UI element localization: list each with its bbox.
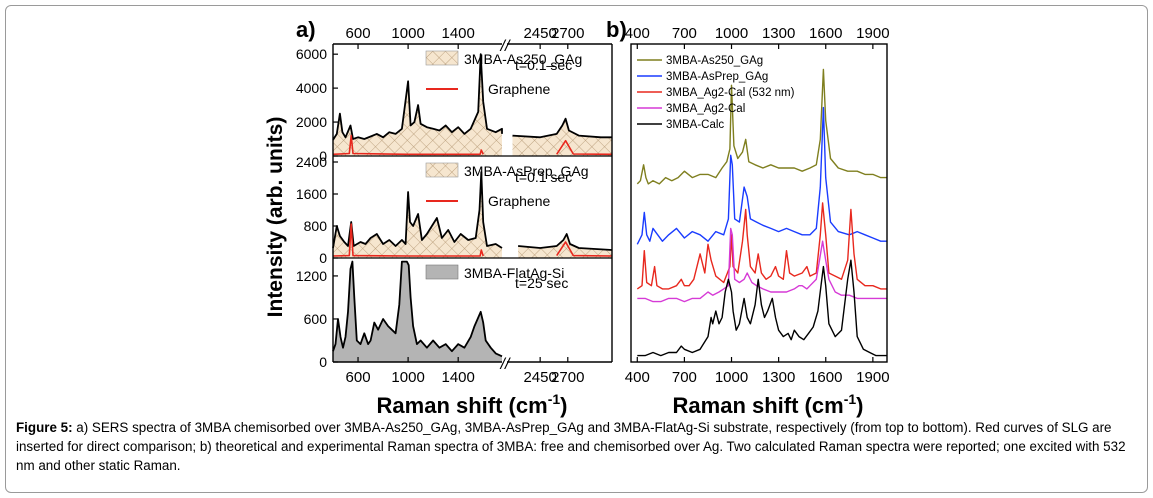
legend-label: Graphene	[488, 81, 550, 97]
y-tick-label: 0	[319, 250, 327, 266]
series-line-middle-1	[332, 223, 484, 257]
series-line-b-4	[637, 259, 887, 357]
x-tick-label: 1000	[391, 369, 424, 386]
caption-text: a) SERS spectra of 3MBA chemisorbed over…	[16, 420, 1126, 473]
subpanel-top: 0 2000 4000 6000 3MBA-As250_GAg Graphene t=0.1…	[296, 46, 613, 164]
subpanel-middle: 0 800 1600 2400 3MBA-AsPrep_GAg Graphene t=0.1…	[296, 154, 613, 266]
subpanel-annotation: t=25 sec	[515, 275, 568, 291]
series-line-top-1	[332, 134, 484, 156]
legend-swatch-hatched	[425, 50, 459, 66]
legend-label-b: 3MBA-As250_GAg	[666, 55, 763, 67]
series-fill-bottom-0	[333, 261, 502, 362]
series-line-b-1	[636, 106, 887, 245]
y-tick-label: 1200	[296, 268, 327, 284]
legend-label-b: 3MBA-Calc	[666, 119, 724, 131]
panel-b-frame	[630, 43, 888, 363]
x-tick-label-top: 600	[346, 25, 371, 42]
y-tick-label: 1600	[296, 186, 327, 202]
y-tick-label: 4000	[296, 80, 327, 96]
legend-label-b: 3MBA_Ag2-Cal (532 nm)	[666, 87, 795, 99]
x-tick-label-top: 700	[672, 25, 697, 42]
x-tick-label: 1000	[715, 369, 748, 386]
panel-a-y-axis-label: Intensity (arb. units)	[264, 117, 287, 318]
figure-5-chart: a) Intensity (arb. units) Raman shift (c…	[264, 17, 890, 418]
legend-swatch-gray	[425, 264, 459, 280]
legend-label: 3MBA-As250_GAg	[464, 51, 582, 67]
legend-label-b: 3MBA_Ag2-Cal	[666, 103, 745, 115]
x-tick-label-top: 1000	[391, 25, 424, 42]
series-fill-top-0	[333, 54, 502, 157]
series-line-bottom-0	[332, 260, 503, 358]
legend-label: 3MBA-FlatAg-Si	[464, 265, 564, 281]
panel-b-x-axis-label: Raman shift (cm-1)	[673, 391, 864, 418]
subpanel-annotation: t=0.1 sec	[515, 169, 572, 185]
axis-break-bottom: //	[500, 356, 511, 373]
x-tick-label-top: 1900	[856, 25, 889, 42]
x-tick-label-top: 2450	[523, 25, 556, 42]
legend-label: 3MBA-AsPrep_GAg	[464, 163, 589, 179]
y-tick-label: 2400	[296, 154, 327, 170]
series-fill-top-0	[512, 118, 612, 156]
x-tick-label-top: 1600	[809, 25, 842, 42]
subpanel-annotation: t=0.1 sec	[515, 57, 572, 73]
series-line-middle-1	[556, 241, 613, 257]
x-tick-label-top: 2700	[551, 25, 584, 42]
panel-b: b) Raman shift (cm-1) 400 400 700 700 1000 10…	[606, 17, 890, 418]
subpanel-bottom: 0 600 1200 3MBA-FlatAg-Sit=25 sec	[296, 257, 612, 370]
y-tick-label: 800	[304, 218, 328, 234]
x-tick-label: 1400	[441, 369, 474, 386]
panel-b-label: b)	[606, 17, 627, 42]
x-tick-label: 1300	[762, 369, 795, 386]
series-fill-middle-0	[518, 234, 612, 258]
x-tick-label-top: 1000	[715, 25, 748, 42]
x-tick-label-top: 1300	[762, 25, 795, 42]
x-tick-label: 1600	[809, 369, 842, 386]
x-tick-label: 400	[625, 369, 650, 386]
x-tick-label: 2700	[551, 369, 584, 386]
x-tick-label: 2450	[523, 369, 556, 386]
panel-a: a) Intensity (arb. units) Raman shift (c…	[264, 17, 613, 418]
figure-caption: Figure 5: a) SERS spectra of 3MBA chemis…	[16, 418, 1136, 475]
series-line-top-0	[332, 53, 503, 141]
caption-label: Figure 5:	[16, 420, 73, 435]
panel-a-x-axis-label: Raman shift (cm-1)	[377, 391, 568, 418]
y-tick-label: 6000	[296, 46, 327, 62]
series-line-middle-0	[518, 233, 613, 251]
y-tick-label: 2000	[296, 114, 327, 130]
legend-label: Graphene	[488, 193, 550, 209]
legend-label-b: 3MBA-AsPrep_GAg	[666, 71, 768, 83]
series-line-b-0	[636, 68, 887, 185]
x-tick-label: 700	[672, 369, 697, 386]
y-tick-label: 600	[304, 311, 328, 327]
series-line-b-2	[636, 202, 887, 290]
x-tick-label: 1900	[856, 369, 889, 386]
axis-break-top: //	[500, 38, 511, 55]
x-tick-label: 600	[346, 369, 371, 386]
series-line-middle-0	[332, 171, 503, 249]
y-tick-label: 0	[319, 148, 327, 164]
series-line-top-1	[556, 139, 613, 156]
x-tick-label-top: 400	[625, 25, 650, 42]
panel-a-label: a)	[296, 17, 316, 42]
x-tick-label-top: 1400	[441, 25, 474, 42]
y-tick-label: 0	[319, 354, 327, 370]
legend-swatch-hatched	[425, 162, 459, 178]
series-line-top-0	[512, 117, 612, 139]
